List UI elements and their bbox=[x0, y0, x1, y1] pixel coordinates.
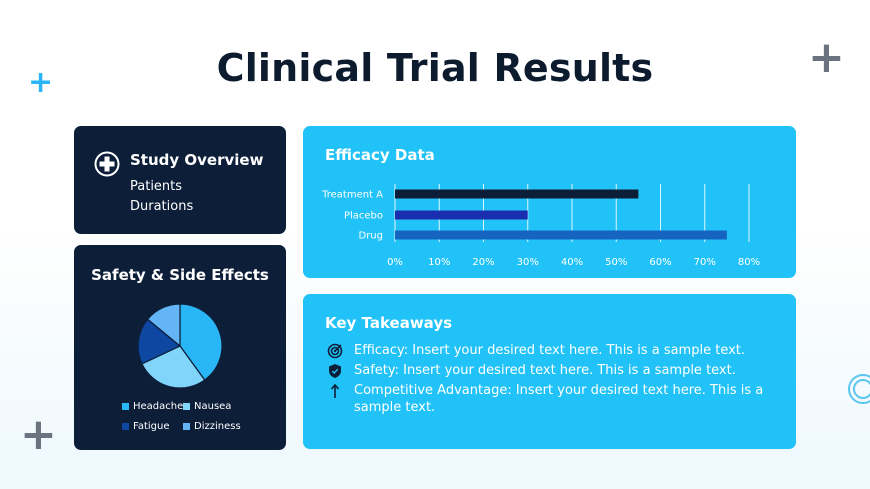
x-tick-label: 30% bbox=[517, 257, 539, 268]
arrow-up-icon bbox=[330, 383, 340, 398]
takeaway-item-competitive-advantage: Competitive Advantage: Insert your desir… bbox=[327, 382, 764, 416]
y-category-label: Drug bbox=[359, 231, 384, 242]
pie-slice-headache bbox=[179, 303, 223, 381]
target-icon bbox=[327, 343, 343, 359]
study-item-patients: Patients bbox=[130, 179, 183, 194]
legend-item-fatigue: Fatigue bbox=[122, 421, 170, 432]
takeaway-item-efficacy: Efficacy: Insert your desired text here.… bbox=[327, 342, 764, 359]
bar-treatment-a bbox=[395, 189, 639, 199]
x-tick-label: 60% bbox=[649, 257, 671, 268]
plus-decoration-icon: + bbox=[808, 32, 845, 83]
bar-drug bbox=[395, 230, 727, 240]
legend-label: Fatigue bbox=[133, 421, 170, 432]
legend-item-headache: Headache bbox=[122, 401, 183, 412]
study-overview-heading: Study Overview bbox=[130, 151, 264, 169]
legend-label: Dizziness bbox=[194, 421, 241, 432]
medical-cross-icon bbox=[94, 151, 120, 177]
safety-heading: Safety & Side Effects bbox=[91, 266, 269, 284]
y-category-label: Placebo bbox=[344, 211, 383, 222]
legend-swatch bbox=[122, 423, 129, 430]
legend-item-dizziness: Dizziness bbox=[183, 421, 241, 432]
study-overview-panel: Study Overview Patients Durations bbox=[74, 126, 286, 234]
takeaway-text: Safety: Insert your desired text here. T… bbox=[354, 363, 736, 378]
takeaway-item-safety: Safety: Insert your desired text here. T… bbox=[327, 362, 764, 379]
key-takeaways-panel: Key Takeaways Efficacy: Insert your desi… bbox=[303, 294, 796, 449]
legend-label: Headache bbox=[133, 401, 184, 412]
key-takeaways-heading: Key Takeaways bbox=[325, 314, 453, 332]
takeaway-text: Competitive Advantage: Insert your desir… bbox=[354, 383, 764, 415]
pie-slice-dizziness bbox=[146, 303, 181, 348]
y-category-label: Treatment A bbox=[321, 190, 383, 201]
x-tick-label: 10% bbox=[428, 257, 450, 268]
plus-decoration-icon: + bbox=[20, 409, 57, 460]
pie-slice-nausea bbox=[141, 345, 206, 389]
x-tick-label: 40% bbox=[561, 257, 583, 268]
legend-item-nausea: Nausea bbox=[183, 401, 231, 412]
safety-panel: Safety & Side Effects Headache Nausea Fa… bbox=[74, 245, 286, 450]
bar-placebo bbox=[395, 210, 528, 220]
study-item-durations: Durations bbox=[130, 199, 194, 214]
shield-icon bbox=[329, 364, 341, 378]
x-tick-label: 70% bbox=[694, 257, 716, 268]
pie-slice-fatigue bbox=[137, 318, 182, 365]
side-effects-pie-chart bbox=[137, 303, 223, 389]
x-tick-label: 50% bbox=[605, 257, 627, 268]
x-tick-label: 20% bbox=[472, 257, 494, 268]
efficacy-bar-chart: 0% 10% 20% 30% 40% 50% 60% 70% 80% Treatment A Pla… bbox=[321, 184, 760, 268]
legend-swatch bbox=[122, 403, 129, 410]
legend-swatch bbox=[183, 403, 190, 410]
ring-decoration bbox=[848, 374, 870, 404]
takeaway-text: Efficacy: Insert your desired text here.… bbox=[354, 343, 746, 358]
efficacy-heading: Efficacy Data bbox=[325, 146, 435, 164]
plus-decoration-icon: + bbox=[28, 65, 54, 100]
x-tick-label: 0% bbox=[387, 257, 403, 268]
efficacy-panel: Efficacy Data 0% 10% 20% 30% 40% 50% 60% 70% 80%… bbox=[303, 126, 796, 278]
legend-label: Nausea bbox=[194, 401, 232, 412]
x-tick-label: 80% bbox=[738, 257, 760, 268]
ring-decoration bbox=[853, 379, 870, 399]
slide-title: Clinical Trial Results bbox=[216, 46, 654, 90]
legend-swatch bbox=[183, 423, 190, 430]
